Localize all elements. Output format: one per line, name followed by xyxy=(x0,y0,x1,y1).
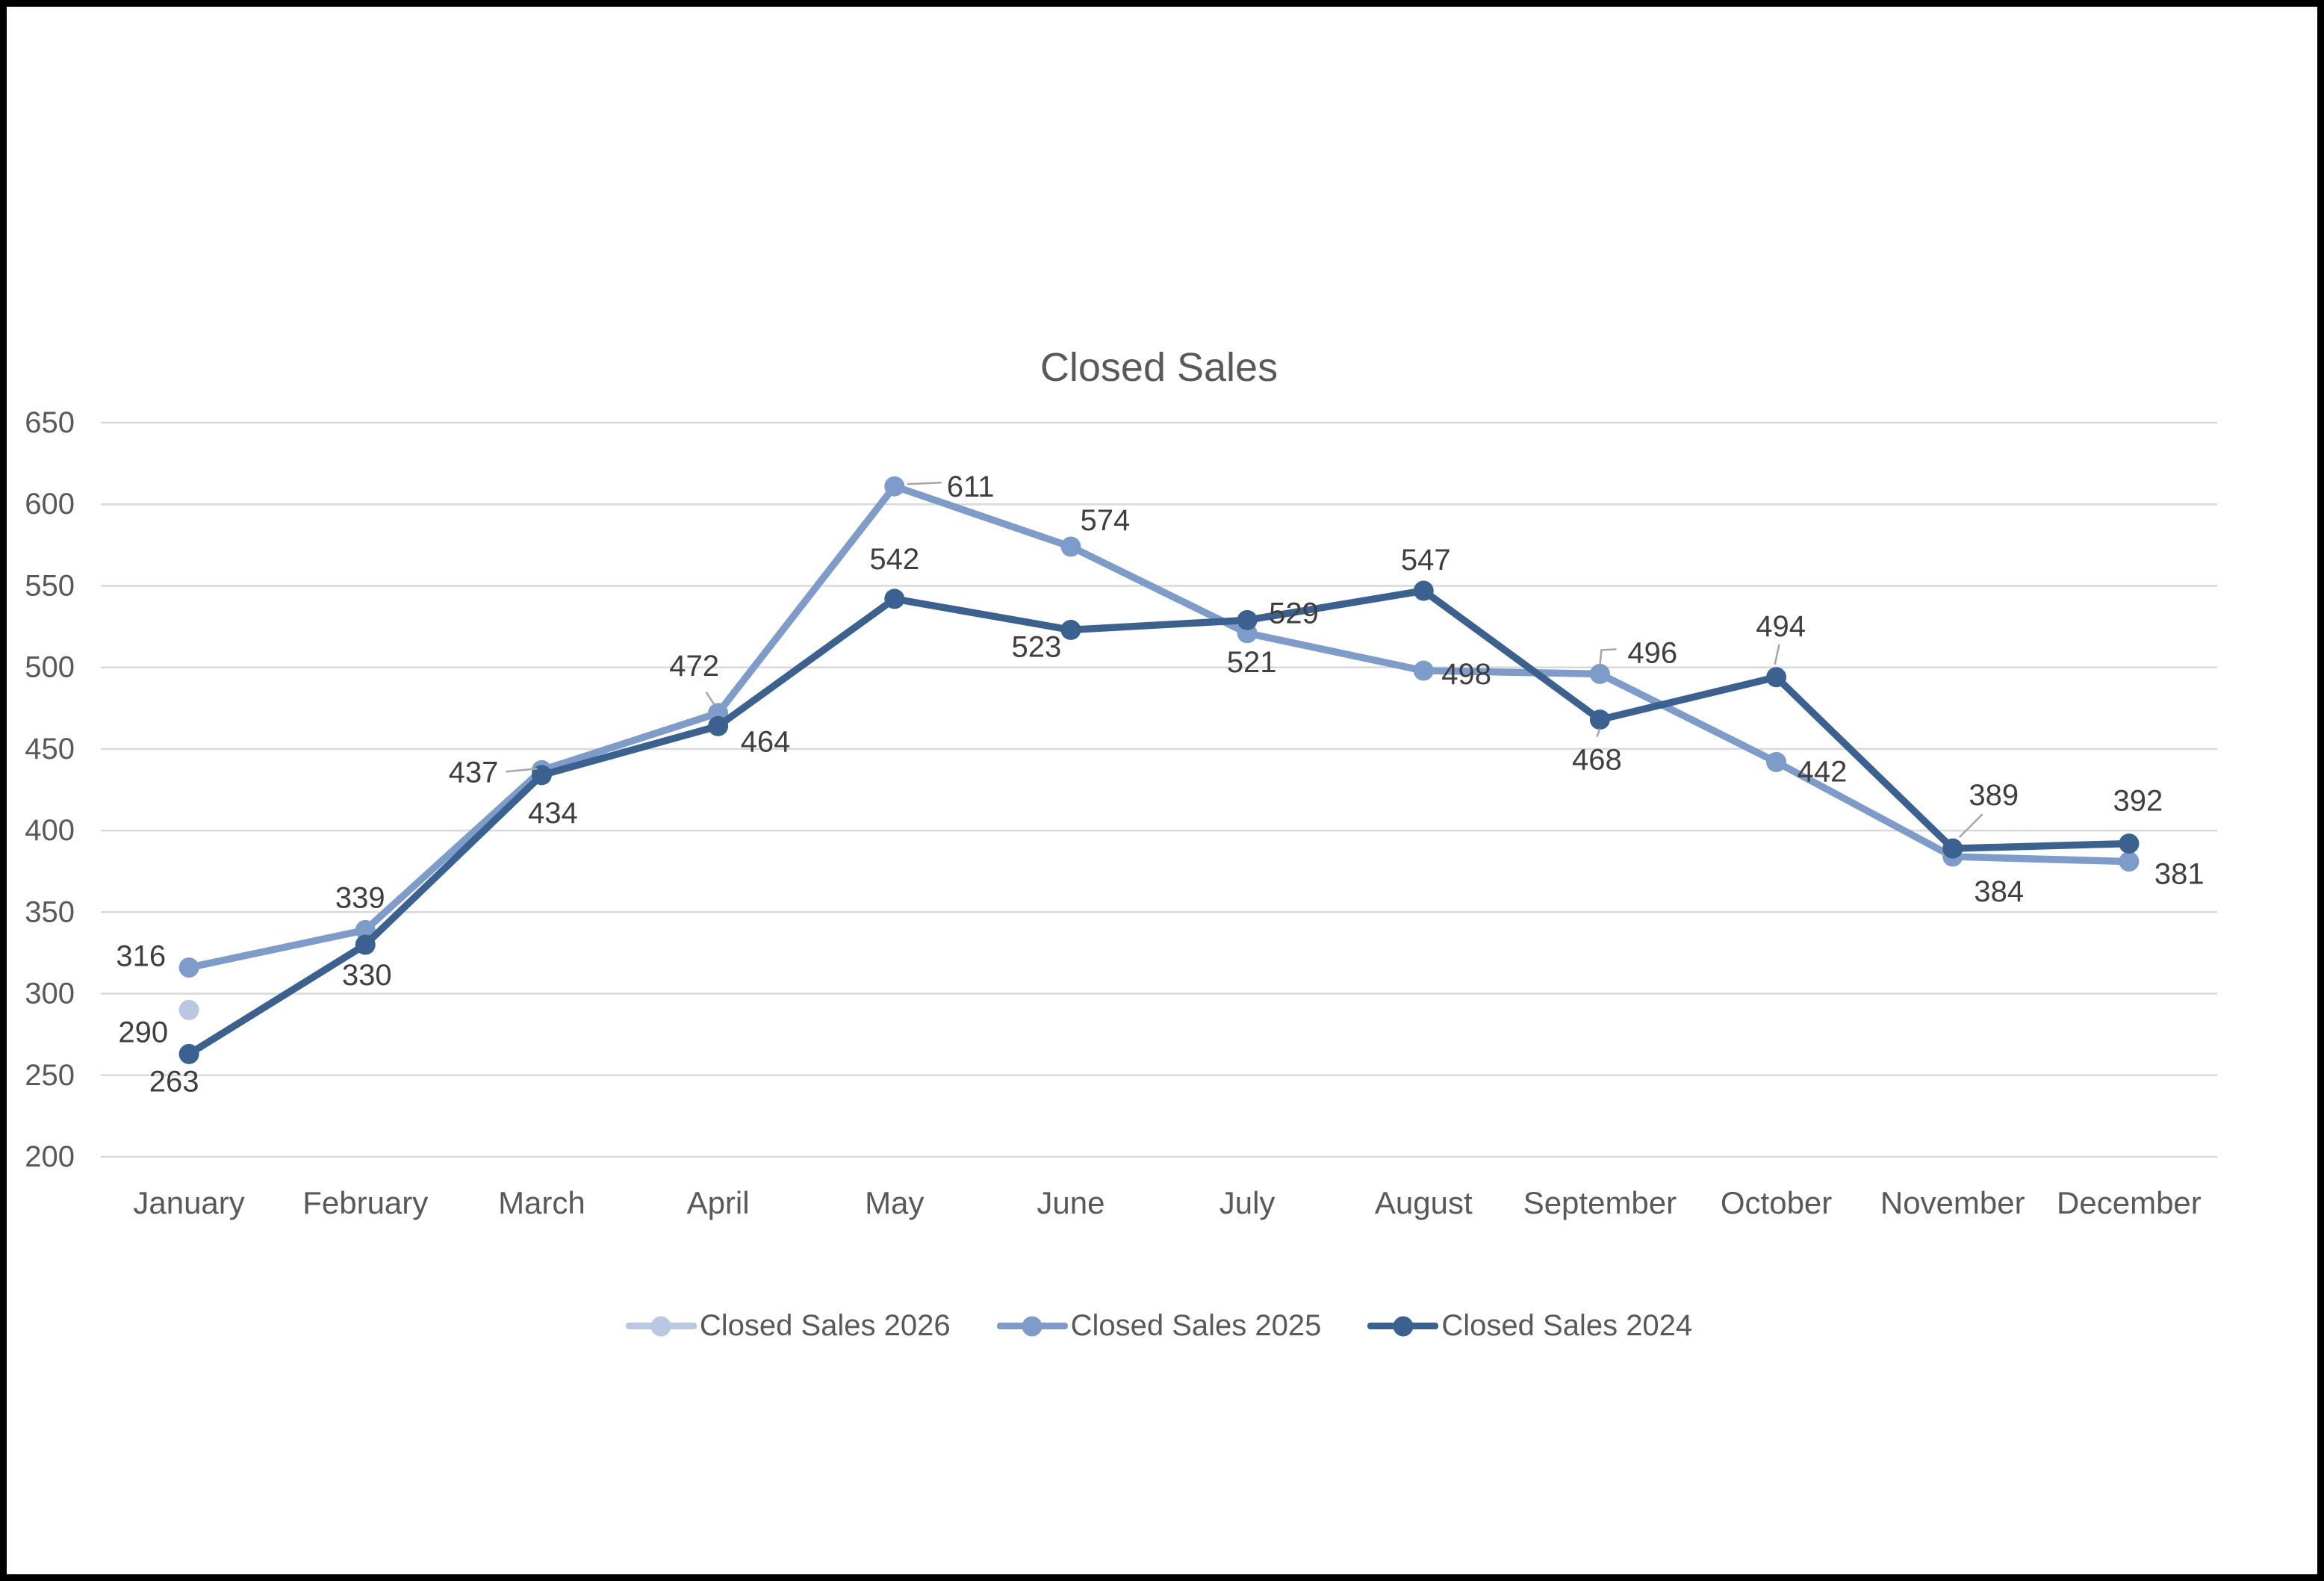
leader-line xyxy=(506,768,538,773)
data-label: 442 xyxy=(1798,755,1848,788)
data-label: 523 xyxy=(1012,630,1062,663)
data-label: 330 xyxy=(342,959,392,992)
y-axis-labels: 200 250 300 350 400 450 500 550 600 650 xyxy=(25,406,75,1173)
series-closed-sales-2025 xyxy=(178,476,2140,978)
legend-marker-icon xyxy=(625,1316,697,1336)
data-label: 496 xyxy=(1627,636,1677,669)
data-point xyxy=(1766,667,1787,688)
y-tick-label: 250 xyxy=(25,1059,75,1092)
chart-legend: Closed Sales 2026 Closed Sales 2025 Closed… xyxy=(101,1309,2217,1343)
line-chart: 200 250 300 350 400 450 500 550 600 650 January Feb… xyxy=(25,406,2217,1220)
data-label: 290 xyxy=(118,1016,168,1049)
series-closed-sales-2026 xyxy=(178,999,199,1020)
data-point xyxy=(1413,580,1434,601)
legend-item-label: Closed Sales 2024 xyxy=(1441,1309,1693,1342)
data-point xyxy=(884,476,905,497)
y-tick-label: 400 xyxy=(25,814,75,847)
series-line xyxy=(185,482,2133,972)
leader-line xyxy=(705,692,715,706)
data-point xyxy=(355,934,376,955)
y-tick-label: 550 xyxy=(25,569,75,602)
legend-item-closed-sales-2024: Closed Sales 2024 xyxy=(1367,1309,1692,1343)
data-point xyxy=(1766,751,1787,772)
data-label: 464 xyxy=(741,725,791,758)
y-tick-label: 350 xyxy=(25,895,75,928)
data-label: 494 xyxy=(1756,610,1806,643)
data-label: 611 xyxy=(947,470,995,503)
legend-item-label: Closed Sales 2026 xyxy=(699,1309,951,1342)
data-label: 339 xyxy=(335,881,385,914)
data-point xyxy=(1413,660,1434,681)
y-tick-label: 300 xyxy=(25,978,75,1010)
y-tick-label: 450 xyxy=(25,733,75,765)
data-point xyxy=(1589,709,1610,730)
data-label: 316 xyxy=(116,940,166,973)
data-label: 542 xyxy=(869,543,919,576)
x-tick-label: December xyxy=(2057,1185,2202,1220)
legend-marker-icon xyxy=(996,1316,1068,1336)
data-label: 574 xyxy=(1081,504,1131,537)
data-point xyxy=(1589,663,1610,684)
data-label: 437 xyxy=(449,756,499,789)
y-tick-label: 500 xyxy=(25,651,75,684)
data-label: 381 xyxy=(2154,858,2205,891)
data-label: 392 xyxy=(2113,785,2163,818)
x-tick-label: July xyxy=(1220,1185,1276,1220)
legend-dot-icon xyxy=(1393,1316,1414,1336)
y-tick-label: 600 xyxy=(25,488,75,521)
legend-item-closed-sales-2025: Closed Sales 2025 xyxy=(996,1309,1322,1343)
data-label: 498 xyxy=(1441,658,1491,691)
data-label: 389 xyxy=(1969,779,2019,812)
data-point xyxy=(1942,838,1963,859)
chart-title: Closed Sales xyxy=(1040,345,1278,390)
x-tick-label: June xyxy=(1037,1185,1104,1220)
leader-line xyxy=(1599,648,1617,665)
legend-item-label: Closed Sales 2025 xyxy=(1070,1309,1322,1342)
y-tick-label: 200 xyxy=(25,1140,75,1173)
leader-line xyxy=(1774,644,1780,665)
x-tick-label: February xyxy=(302,1185,428,1220)
x-tick-label: March xyxy=(498,1185,585,1220)
data-point xyxy=(1060,619,1081,640)
data-label: 263 xyxy=(149,1065,199,1098)
data-label: 468 xyxy=(1572,744,1622,777)
x-tick-label: August xyxy=(1375,1185,1473,1220)
data-label: 529 xyxy=(1269,597,1319,630)
data-label: 384 xyxy=(1974,875,2024,908)
x-tick-label: November xyxy=(1880,1185,2025,1220)
data-point xyxy=(2119,851,2140,872)
data-label: 434 xyxy=(528,797,578,830)
legend-marker-icon xyxy=(1367,1316,1439,1336)
data-label: 472 xyxy=(669,650,719,683)
data-point xyxy=(884,588,905,609)
x-tick-label: January xyxy=(133,1185,244,1220)
data-label: 547 xyxy=(1401,544,1451,577)
data-label: 521 xyxy=(1227,646,1277,679)
data-labels: 290 316 339 437 472 611 574 521 498 496 442 384 381 2… xyxy=(116,470,2204,1098)
x-tick-label: October xyxy=(1721,1185,1832,1220)
x-tick-label: May xyxy=(865,1185,924,1220)
leader-line xyxy=(907,481,942,485)
data-point xyxy=(1237,609,1258,630)
data-point xyxy=(531,765,552,786)
data-point xyxy=(708,715,729,736)
x-tick-label: April xyxy=(687,1185,750,1220)
data-point xyxy=(178,999,199,1020)
data-point xyxy=(178,1043,199,1064)
series-closed-sales-2024 xyxy=(178,580,2140,1064)
data-point xyxy=(178,957,199,978)
leader-line xyxy=(1958,813,1983,839)
data-point xyxy=(2119,833,2140,854)
x-tick-label: September xyxy=(1523,1185,1677,1220)
gridlines xyxy=(101,421,2217,1158)
x-axis-labels: January February March April May June July Augu… xyxy=(133,1185,2201,1220)
legend-dot-icon xyxy=(650,1316,671,1336)
series-line xyxy=(185,587,2133,1058)
data-point xyxy=(1060,536,1081,557)
y-tick-label: 650 xyxy=(25,406,75,439)
leader-line xyxy=(1596,728,1601,737)
legend-item-closed-sales-2026: Closed Sales 2026 xyxy=(625,1309,951,1343)
legend-dot-icon xyxy=(1022,1316,1043,1336)
